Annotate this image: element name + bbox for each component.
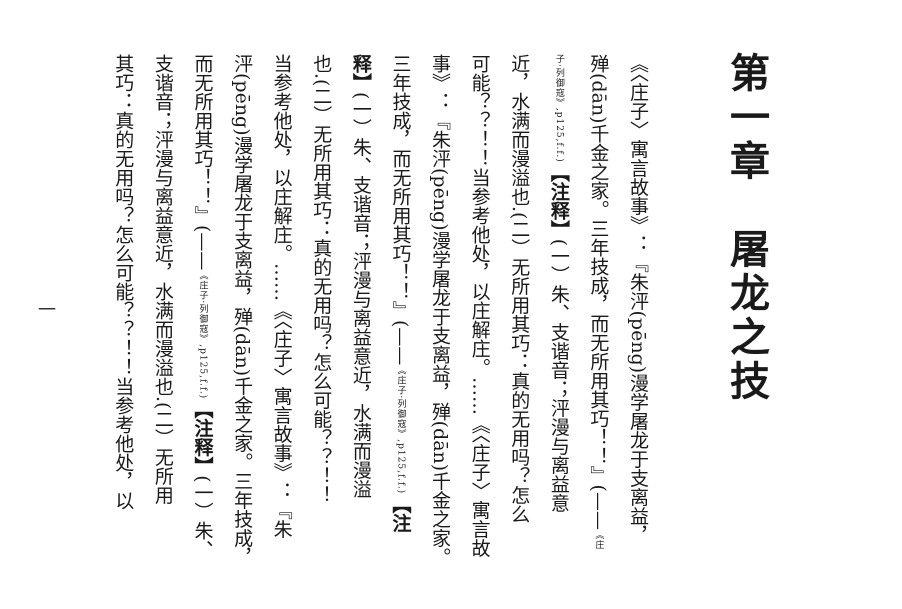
text-run: 当参考他处，以庄解庄。……《〈庄子〉寓言故事》：『朱 (270, 54, 293, 539)
text-column: 可能？？！！当参考他处，以庄解庄。……《〈庄子〉寓言故 (459, 54, 499, 564)
text-run: (一）朱、支谐音；泙漫与离益意近，水满而漫溢 (349, 92, 372, 499)
text-column: 其巧：真的无用吗？怎么可能？？！！当参考他处，以 (103, 54, 143, 564)
text-column: 三年技成，而无所用其巧！！』(——《庄子·列御寇》,p125,f.f.)【注 (380, 54, 420, 564)
body-text: 《〈庄子〉寓言故事》：『朱泙(pēng)漫学屠龙于支离益， 殚(dān)千金之家。… (97, 54, 657, 564)
text-run: 《庄子·列御寇》,p125,f.f.) (395, 365, 406, 495)
text-column: 支谐音；泙漫与离益意近，水满而漫溢也.(二）无所用 (142, 54, 182, 564)
text-column: 释】(一）朱、支谐音；泙漫与离益意近，水满而漫溢 (340, 54, 380, 564)
text-run: 三年技成，而无所用其巧！！』(—— (389, 54, 412, 366)
text-run: 【注释】 (191, 399, 214, 476)
text-run: 可能？？！！当参考他处，以庄解庄。……《〈庄子〉寓言故 (468, 54, 491, 558)
text-run: 【注释】 (547, 162, 570, 239)
chapter-title: 屠龙之技 (723, 228, 770, 404)
text-run: 【注 (389, 494, 412, 533)
text-run: (一）朱、支谐音；泙漫与离益意 (547, 238, 570, 513)
text-run: 其巧：真的无用吗？怎么可能？？！！当参考他处，以 (112, 54, 135, 510)
text-column: 殚(dān)千金之家。三年技成，而无所用其巧！！』(——《庄 (578, 54, 618, 564)
page-number: 一 (35, 300, 56, 318)
text-run: 《〈庄子〉寓言故事》：『朱泙(pēng)漫学屠龙于支离益， (627, 54, 649, 545)
text-column: 也.(二）无所用其巧：真的无用吗？怎么可能？？！！ (301, 54, 341, 564)
text-run: 事》：『朱泙(pēng)漫学屠龙于支离益，殚(dān)千金之家。 (429, 54, 452, 564)
text-run: 《庄 (593, 529, 604, 550)
text-run: 子·列御寇》,p125,f.f.) (553, 54, 564, 163)
text-run: 释】 (349, 54, 372, 92)
text-run: 近，水满而漫溢也.(二）无所用其巧：真的无用吗？怎么 (508, 54, 531, 524)
text-column: 而无所用其巧！！』(——《庄子·列御寇》,p125,f.f.)【注释】(一）朱、 (182, 54, 222, 564)
text-column: 泙(pēng)漫学屠龙于支离益，殚(dān)千金之家。三年技成， (221, 54, 261, 564)
text-column: 近，水满而漫溢也.(二）无所用其巧：真的无用吗？怎么 (499, 54, 539, 564)
text-column: 子·列御寇》,p125,f.f.)【注释】(一）朱、支谐音；泙漫与离益意 (538, 54, 578, 564)
text-run: 支谐音；泙漫与离益意近，水满而漫溢也.(二）无所用 (151, 54, 174, 505)
text-run: 《庄子·列御寇》,p125,f.f.) (197, 270, 208, 400)
text-run: 泙(pēng)漫学屠龙于支离益，殚(dān)千金之家。三年技成， (231, 54, 254, 564)
text-run: 也.(二）无所用其巧：真的无用吗？怎么可能？？！！ (310, 54, 333, 505)
text-run: (一）朱、 (191, 475, 214, 559)
chapter-number: 第一章 (723, 52, 770, 184)
text-run: 而无所用其巧！！』(—— (191, 54, 214, 271)
text-column: 《〈庄子〉寓言故事》：『朱泙(pēng)漫学屠龙于支离益， (617, 54, 657, 564)
chapter-heading: 第一章 屠龙之技 (722, 52, 770, 404)
text-run: 殚(dān)千金之家。三年技成，而无所用其巧！！』(—— (587, 54, 610, 530)
text-column: 当参考他处，以庄解庄。……《〈庄子〉寓言故事》：『朱 (261, 54, 301, 564)
text-column: 事》：『朱泙(pēng)漫学屠龙于支离益，殚(dān)千金之家。 (419, 54, 459, 564)
